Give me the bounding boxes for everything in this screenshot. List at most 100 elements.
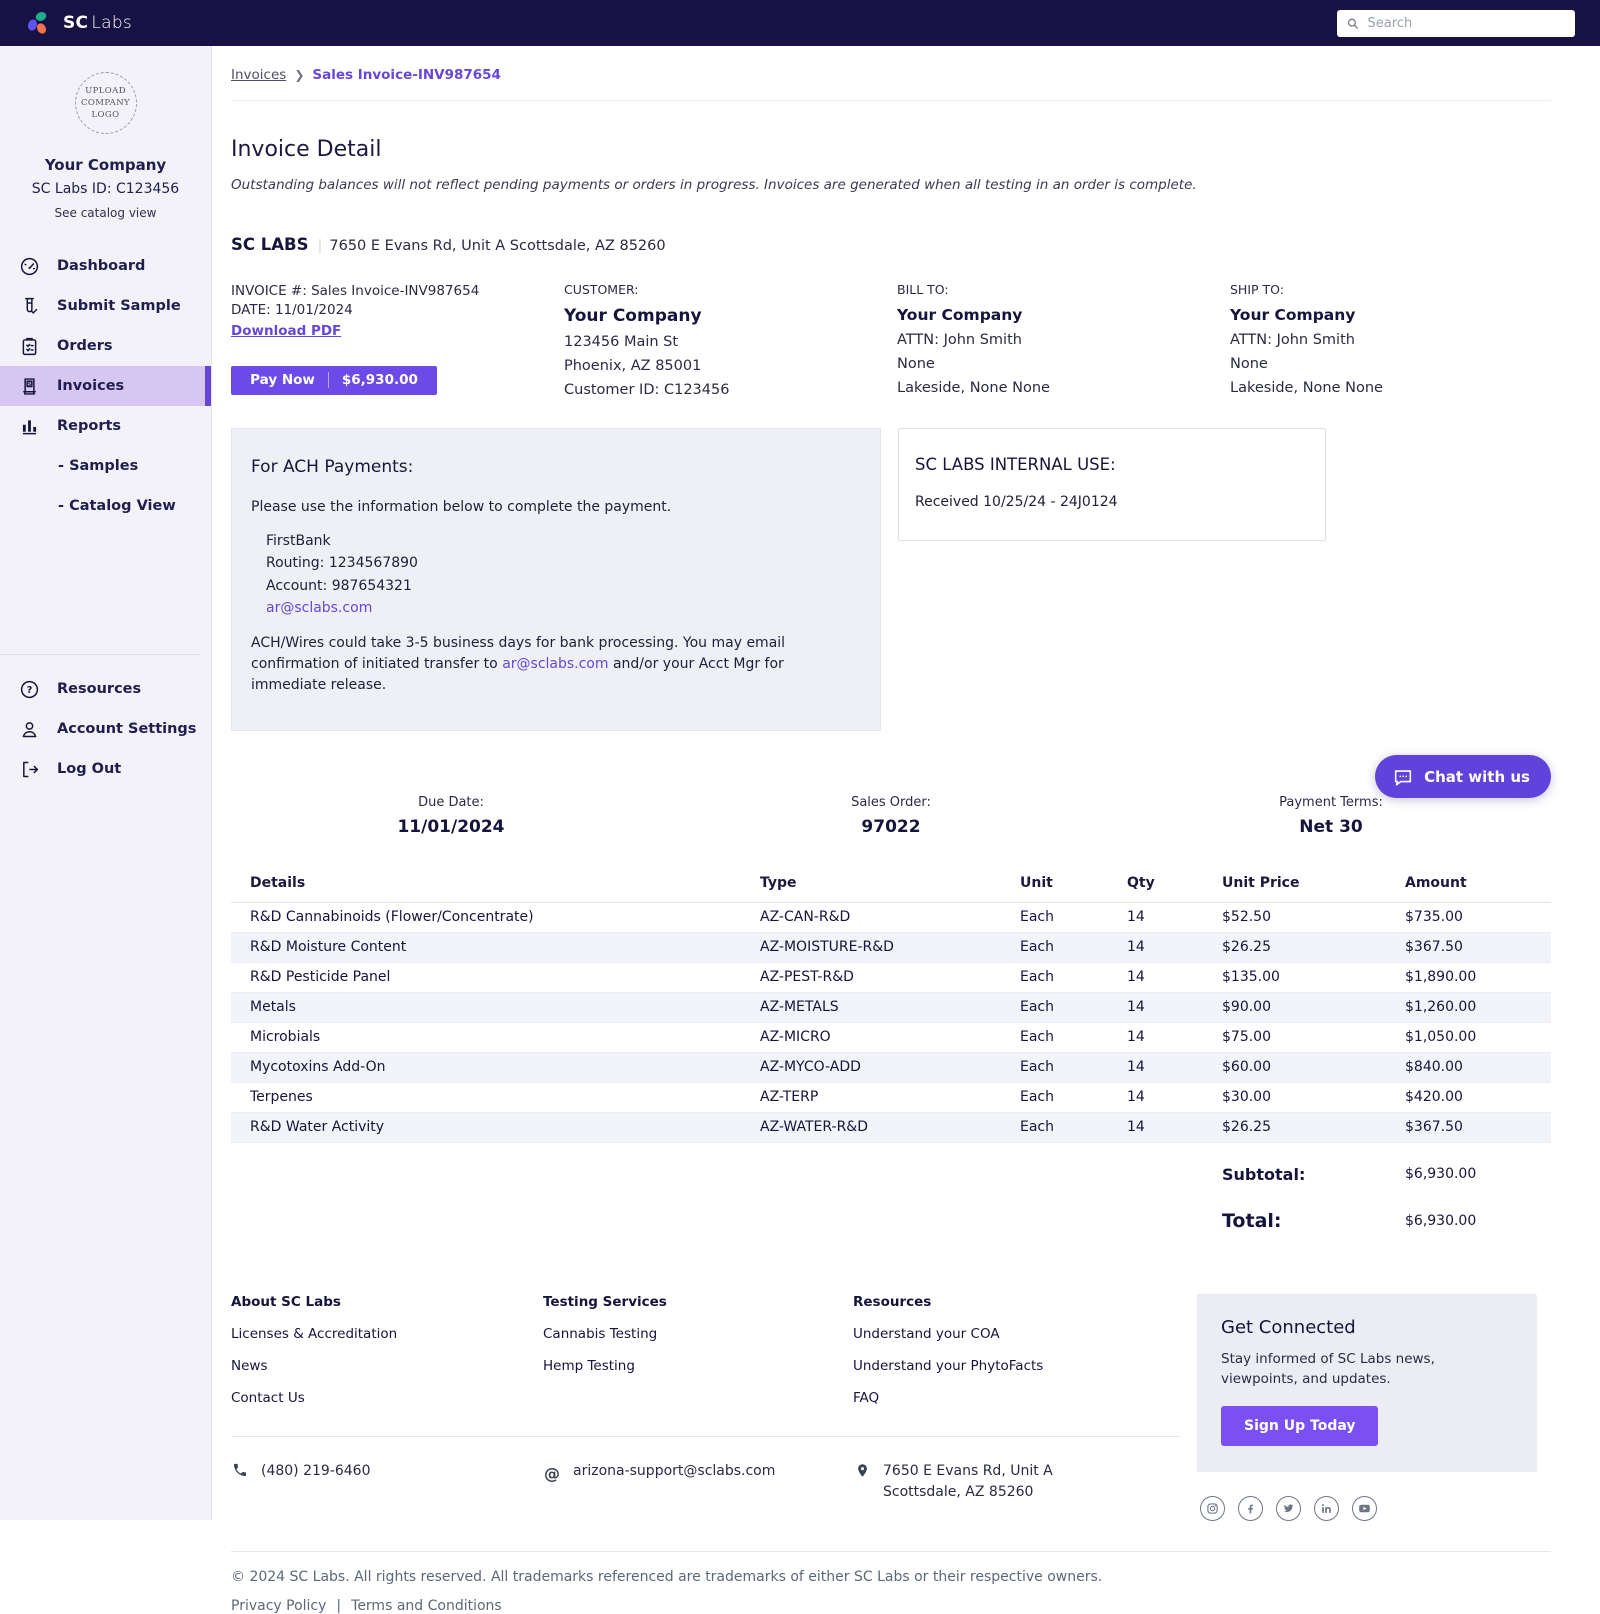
pay-now-button[interactable]: Pay Now $6,930.00	[231, 365, 437, 395]
sign-up-today-button[interactable]: Sign Up Today	[1221, 1406, 1379, 1447]
footer-link[interactable]: Understand your COA	[853, 1325, 1000, 1342]
sidebar-item-reports[interactable]: Reports	[0, 406, 211, 446]
sidebar-item-resources[interactable]: ? Resources	[0, 669, 211, 709]
search-box	[1337, 9, 1575, 37]
cell-qty: 14	[1127, 969, 1145, 986]
footer-link[interactable]: Licenses & Accreditation	[231, 1325, 398, 1342]
cell-type: AZ-TERP	[760, 1089, 819, 1106]
footer-column: Resources Understand your COA Understand y…	[853, 1294, 1179, 1406]
cell-amount: $367.50	[1405, 939, 1463, 956]
sidebar-bottom-nav: ? Resources Account Settings Log Out	[0, 669, 211, 789]
cell-unit: Each	[1020, 969, 1054, 986]
cell-amount: $1,050.00	[1405, 1029, 1477, 1046]
cell-amount: $1,260.00	[1405, 999, 1477, 1016]
get-connected-box: Get Connected Stay informed of SC Labs n…	[1197, 1293, 1537, 1473]
email-at-icon: @	[544, 1463, 560, 1483]
header-divider	[231, 100, 1551, 101]
table-row: R&D Cannabinoids (Flower/Concentrate) AZ-…	[231, 903, 1551, 933]
footer-link[interactable]: News	[231, 1357, 268, 1374]
page-note: Outstanding balances will not reflect pe…	[231, 177, 1197, 193]
table-row: Microbials AZ-MICRO Each 14 $75.00 $1,050.00	[231, 1023, 1551, 1053]
contact-divider	[231, 1435, 1179, 1437]
footer-column-heading: About SC Labs	[231, 1293, 341, 1310]
cell-unit_price: $60.00	[1222, 1059, 1271, 1076]
get-connected-title: Get Connected	[1221, 1316, 1356, 1338]
pay-now-amount: $6,930.00	[341, 372, 418, 389]
main-content: Invoices ❯ Sales Invoice-INV987654 Invoi…	[212, 46, 1600, 1614]
search-input[interactable]	[1367, 15, 1566, 31]
upload-company-logo[interactable]: UPLOAD COMPANY LOGO	[74, 72, 137, 134]
sidebar-item-account-settings[interactable]: Account Settings	[0, 709, 211, 749]
reports-icon	[18, 415, 40, 437]
cell-type: AZ-PEST-R&D	[760, 969, 854, 986]
sidebar-subitem-samples[interactable]: - Samples	[58, 458, 139, 474]
cell-qty: 14	[1127, 1119, 1145, 1136]
cell-unit_price: $26.25	[1222, 939, 1271, 956]
cell-details: R&D Pesticide Panel	[250, 969, 391, 986]
column-header: Qty	[1127, 874, 1155, 891]
sidebar-item-invoices[interactable]: $ Invoices	[0, 366, 211, 406]
account-icon	[18, 718, 40, 740]
cell-details: Metals	[250, 999, 296, 1016]
ach-email-link[interactable]: ar@sclabs.com	[266, 600, 373, 617]
footer-link[interactable]: FAQ	[853, 1389, 880, 1406]
sidebar-item-log-out[interactable]: Log Out	[0, 749, 211, 789]
linkedin-icon[interactable]	[1314, 1496, 1339, 1522]
cell-amount: $1,890.00	[1405, 969, 1477, 986]
ach-note-email-link[interactable]: ar@sclabs.com	[502, 655, 609, 672]
phone-icon	[231, 1462, 249, 1478]
cell-type: AZ-MICRO	[760, 1029, 831, 1046]
table-row: R&D Water Activity AZ-WATER-R&D Each 14 $26.…	[231, 1112, 1551, 1143]
facebook-icon[interactable]	[1238, 1496, 1263, 1522]
invoice-table-body: R&D Cannabinoids (Flower/Concentrate) AZ-…	[231, 903, 1551, 1143]
footer-link[interactable]: Understand your PhytoFacts	[853, 1357, 1044, 1374]
submit-sample-icon	[18, 295, 40, 317]
cell-details: R&D Cannabinoids (Flower/Concentrate)	[250, 909, 534, 926]
svg-text:$: $	[27, 381, 30, 387]
privacy-policy-link[interactable]: Privacy Policy	[231, 1598, 327, 1614]
cell-unit_price: $135.00	[1222, 969, 1280, 986]
cell-unit: Each	[1020, 909, 1054, 926]
ach-note: ACH/Wires could take 3-5 business days f…	[251, 634, 786, 693]
footer: About SC Labs Licenses & Accreditation New…	[231, 1293, 1551, 1522]
sidebar-item-orders[interactable]: Orders	[0, 326, 211, 366]
column-header: Amount	[1405, 874, 1467, 891]
sidebar-subitem-catalog-view[interactable]: - Catalog View	[58, 498, 176, 514]
table-row: R&D Moisture Content AZ-MOISTURE-R&D Each 1…	[231, 932, 1551, 963]
youtube-icon[interactable]	[1352, 1496, 1377, 1522]
download-pdf-link[interactable]: Download PDF	[231, 322, 342, 339]
cell-amount: $420.00	[1405, 1089, 1463, 1106]
sidebar-nav: Dashboard Submit Sample Orders $ Invoices Rep…	[0, 246, 211, 446]
sidebar-item-dashboard[interactable]: Dashboard	[0, 246, 211, 286]
twitter-icon[interactable]	[1276, 1496, 1301, 1522]
see-catalog-view-link[interactable]: See catalog view	[54, 206, 157, 220]
breadcrumb-invoices-link[interactable]: Invoices	[231, 67, 287, 83]
customer-company: Your Company	[564, 306, 702, 326]
instagram-icon[interactable]	[1200, 1496, 1225, 1522]
bottom-divider	[231, 1551, 1551, 1553]
sidebar-item-submit-sample[interactable]: Submit Sample	[0, 286, 211, 326]
cell-qty: 14	[1127, 999, 1145, 1016]
sidebar-item-label: Account Settings	[57, 721, 197, 737]
footer-column-heading: Resources	[853, 1293, 932, 1310]
cell-details: R&D Moisture Content	[250, 939, 407, 956]
sidebar-item-label: Log Out	[57, 761, 122, 777]
copyright-text: © 2024 SC Labs. All rights reserved. All…	[231, 1569, 1103, 1586]
cell-unit_price: $90.00	[1222, 999, 1271, 1016]
cell-unit: Each	[1020, 1059, 1054, 1076]
footer-link[interactable]: Contact Us	[231, 1389, 305, 1406]
location-pin-icon	[853, 1462, 871, 1479]
footer-link[interactable]: Hemp Testing	[543, 1357, 635, 1374]
invoice-summary: Due Date: 11/01/2024 Sales Order: 97022 …	[231, 795, 1551, 837]
bill-to-company: Your Company	[897, 306, 1023, 324]
contact-email: @ arizona-support@sclabs.com	[543, 1461, 853, 1504]
due-date: Due Date: 11/01/2024	[397, 794, 505, 837]
cell-unit: Each	[1020, 1089, 1054, 1106]
breadcrumb-current: Sales Invoice-INV987654	[312, 67, 501, 83]
contact-row: (480) 219-6460 @ arizona-support@sclabs.…	[231, 1461, 1179, 1504]
footer-link[interactable]: Cannabis Testing	[543, 1325, 658, 1342]
terms-and-conditions-link[interactable]: Terms and Conditions	[351, 1598, 502, 1614]
cell-qty: 14	[1127, 939, 1145, 956]
sidebar-item-label: Resources	[57, 681, 142, 697]
chat-with-us-button[interactable]: Chat with us	[1375, 755, 1551, 798]
